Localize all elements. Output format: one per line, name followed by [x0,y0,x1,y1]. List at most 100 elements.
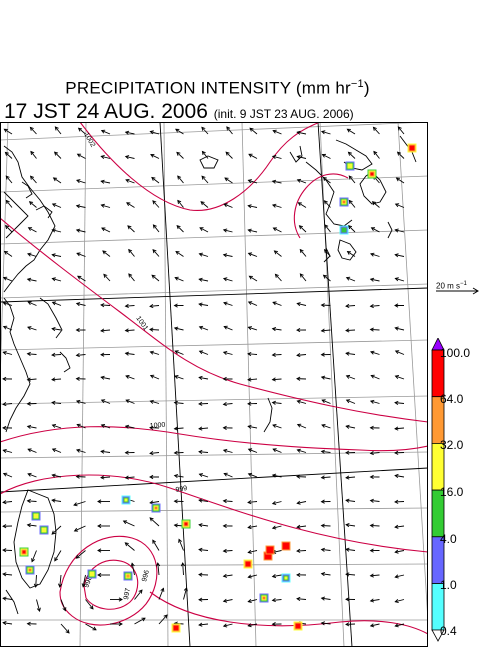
wind-vector [5,199,13,208]
wind-vector [224,177,233,184]
wind-vector [200,201,209,208]
wind-vector [369,474,380,480]
wind-vector [222,376,233,382]
wind-vector [124,542,135,551]
wind-vector [85,599,94,610]
wind-vector [27,326,37,331]
valid-time: 17 JST 24 AUG. 2006 (init. 9 JST 23 AUG.… [4,100,354,124]
grid-line [0,175,428,193]
wind-vector [183,586,188,600]
wind-vector [201,150,209,159]
grid-line [0,229,428,245]
wind-vector [321,423,331,429]
wind-vector [198,523,209,528]
colorbar-label-64: 64.0 [440,392,464,406]
wind-vector [199,227,209,233]
wind-vector [51,448,62,453]
isobar-label: 997 [123,588,132,601]
wind-vector [273,250,282,257]
wind-vector [247,252,258,257]
wind-vector [322,274,331,282]
wind-vector [77,275,86,282]
wind-vector [296,302,307,307]
wind-vector [320,352,331,357]
wind-vector [296,130,307,135]
wind-vector [320,449,331,454]
wind-vector [320,547,331,552]
wind-vector [75,376,86,381]
wind-vector [125,399,135,404]
wind-vector [128,273,135,282]
wind-vector [54,550,62,562]
wind-vector [26,498,37,504]
init-time: (init. 9 JST 23 AUG. 2006) [213,107,354,121]
wind-vector [27,472,37,478]
wind-vector [176,151,184,159]
wind-vector [345,424,356,429]
wind-vector [271,473,282,478]
wind-vector [345,498,356,503]
wind-vector [394,350,405,355]
wind-vector [369,277,380,282]
wind-vector [51,473,62,478]
wind-vector [51,400,62,405]
wind-vector [222,598,233,603]
wind-vector [125,178,135,184]
wind-vector [173,326,184,331]
wind-vector [296,548,307,553]
wind-vector [320,475,331,480]
colorbar-label-32: 32.0 [440,438,464,452]
wind-vector [51,203,62,208]
wind-vector [124,450,135,455]
wind-vector [100,203,111,208]
precip-cell [281,573,291,583]
wind-vector [345,399,356,404]
precip-cell [367,169,377,179]
wind-vector [394,623,405,628]
wind-vector [51,525,62,535]
wind-vector [247,448,258,453]
grid-line [0,451,428,459]
wind-vector [345,475,356,480]
wind-vector [100,129,111,135]
wind-vector [75,302,86,307]
wind-vector [271,203,282,208]
wind-vector [75,204,86,209]
wind-vector [223,301,233,306]
wind-vector [345,351,356,356]
wind-vector [222,623,233,628]
wind-vector [75,448,86,453]
wind-vector [369,623,380,628]
wind-vector [249,127,258,135]
wind-vector [180,562,185,576]
grid-line-major [0,287,428,303]
wind-vector [272,424,282,429]
wind-vector [271,327,282,332]
wind-vector [51,352,62,357]
wind-vector [198,277,209,282]
wind-vector [348,199,356,208]
wind-vector [97,548,110,553]
wind-vector [100,154,111,160]
wind-vector [272,301,282,306]
wind-vector [247,401,258,406]
wind-vector [394,499,405,504]
wind-vector [2,448,13,453]
wind-vector [126,202,135,208]
wind-vector [222,425,233,430]
wind-vector [247,377,258,382]
coastlines [3,135,417,615]
wind-vector [198,401,209,406]
wind-vector [369,304,380,309]
wind-vector [369,425,380,430]
wind-vector [4,224,13,233]
wind-vector [222,573,233,578]
wind-vector [247,326,258,331]
wind-vector [345,328,356,333]
wind-vector [320,328,331,333]
wind-vector [296,474,307,479]
wind-vector [175,128,184,135]
wind-vector [134,589,143,600]
wind-vector [198,375,209,380]
wind-vector [373,150,380,159]
